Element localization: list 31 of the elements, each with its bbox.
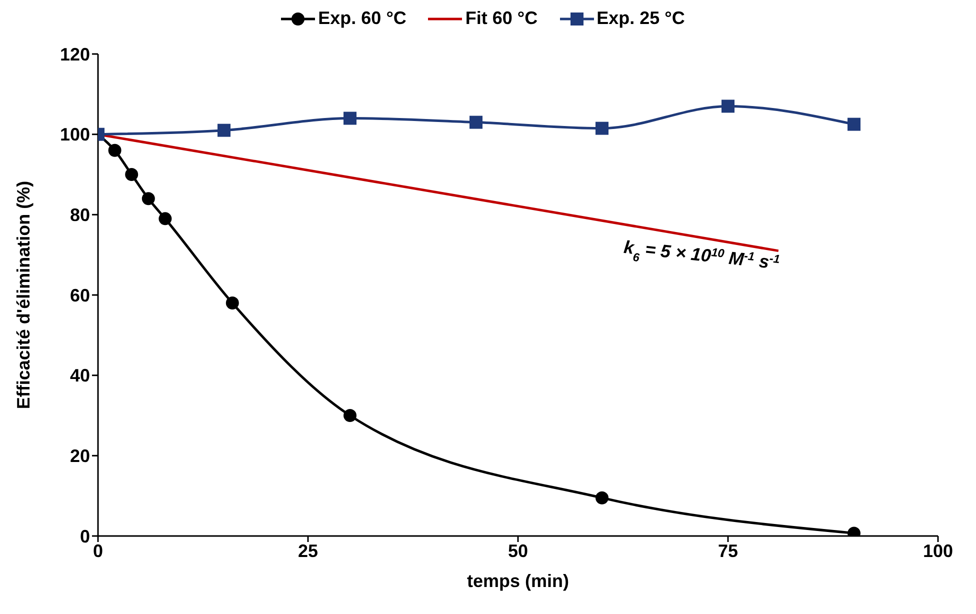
y-tick-label: 0 bbox=[80, 526, 90, 546]
legend-label: Fit 60 °C bbox=[465, 8, 538, 29]
legend-label: Exp. 25 °C bbox=[596, 8, 685, 29]
x-axis-title: temps (min) bbox=[466, 570, 570, 591]
point bbox=[108, 144, 122, 157]
x-tick-label: 0 bbox=[92, 540, 104, 561]
y-tick-label: 80 bbox=[70, 205, 90, 226]
point bbox=[125, 168, 138, 181]
y-tick-label: 40 bbox=[70, 366, 90, 386]
y-tick-label: 20 bbox=[70, 446, 90, 466]
x-tick-label: 25 bbox=[298, 540, 318, 561]
point bbox=[596, 122, 608, 135]
point bbox=[142, 192, 155, 206]
x-tick-label: 75 bbox=[718, 540, 738, 561]
point bbox=[848, 118, 860, 131]
y-tick-label: 120 bbox=[60, 44, 90, 64]
legend-label: Exp. 60 °C bbox=[318, 8, 406, 29]
annotation: k$_{6}$ = 5 × 10$^{10}$ M$^{-1}$ s$^{-1}$ bbox=[622, 236, 781, 272]
x-tick-label: 50 bbox=[508, 540, 528, 561]
y-tick-label: 60 bbox=[70, 285, 90, 306]
point bbox=[596, 491, 608, 504]
point bbox=[470, 116, 482, 129]
point bbox=[344, 409, 356, 422]
point bbox=[158, 212, 172, 226]
y-axis-title: Efficacité d'élimination (%) bbox=[13, 180, 34, 410]
point bbox=[344, 112, 356, 125]
point bbox=[722, 100, 734, 113]
point bbox=[226, 296, 239, 310]
point bbox=[218, 124, 230, 137]
x-tick-label: 100 bbox=[922, 540, 954, 561]
y-tick-label: 100 bbox=[60, 124, 90, 145]
